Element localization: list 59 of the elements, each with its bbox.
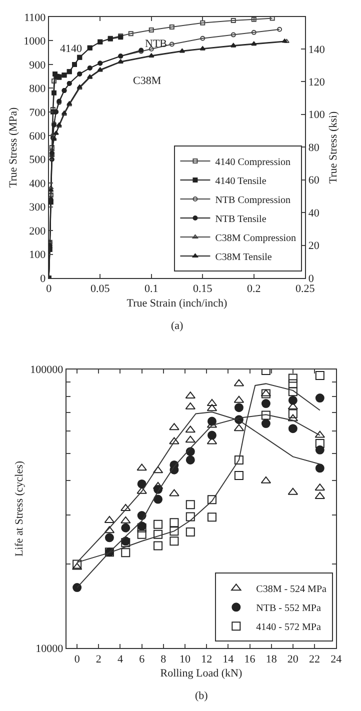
y-tick-label: 1000 — [24, 36, 46, 48]
y-axis-title: Life at Stress (cycles) — [14, 460, 26, 557]
y-tick-label: 1100 — [24, 12, 46, 24]
y2-tick-label: 40 — [308, 207, 320, 220]
y-tick-label: 500 — [29, 154, 46, 166]
legend-label: NTB Compression — [215, 194, 290, 206]
x-tick-label: 8 — [160, 653, 167, 666]
x-tick-label: 0.2 — [247, 283, 261, 296]
x-tick-label: 0.05 — [90, 283, 110, 296]
annotation: 4140 — [60, 43, 82, 55]
x-tick-label: 20 — [287, 653, 299, 666]
x-tick-label: 10 — [179, 653, 191, 666]
legend-label: C38M Tensile — [215, 252, 272, 263]
x-tick-label: 4 — [117, 653, 124, 666]
x-tick-label: 0.25 — [296, 283, 316, 296]
text: (b) — [195, 690, 208, 702]
y-tick-label: 10000 — [36, 643, 64, 656]
y-tick-label: 300 — [29, 202, 46, 214]
y-tick-label: 700 — [29, 106, 46, 119]
x-tick-label: 18 — [266, 653, 278, 666]
x-tick-label: 12 — [201, 653, 212, 666]
y2-tick-label: 20 — [308, 240, 320, 252]
x-tick-label: 0.15 — [193, 283, 213, 296]
legend-label: C38M Compression — [215, 232, 296, 244]
y2-axis-title: True Stress (ksi) — [328, 111, 340, 184]
annotation: C38M — [133, 75, 162, 87]
y-tick-label: 400 — [29, 178, 46, 190]
legend-label: C38M - 524 MPa — [256, 584, 328, 596]
legend-label: 4140 Tensile — [215, 176, 267, 187]
x-tick-label: 16 — [244, 653, 256, 666]
x-tick-label: 14 — [222, 653, 234, 666]
legend-label: 4140 Compression — [215, 156, 290, 168]
x-tick-label: 6 — [139, 653, 146, 666]
legend-label: 4140 - 572 MPa — [256, 622, 322, 634]
x-axis-title: Rolling Load (kN) — [160, 668, 242, 680]
x-tick-label: 2 — [96, 653, 102, 666]
y-axis-title: True Stress (MPa) — [7, 107, 20, 188]
y2-tick-label: 80 — [308, 142, 320, 154]
x-tick-label: 22 — [309, 653, 320, 666]
y-tick-label: 600 — [29, 130, 46, 142]
y-tick-label: 0 — [40, 272, 46, 285]
y2-tick-label: 0 — [308, 272, 314, 285]
y-tick-label: 900 — [29, 59, 46, 72]
y2-tick-label: 100 — [308, 109, 326, 122]
y-tick-label: 100000 — [30, 364, 64, 376]
x-axis-title: True Strain (inch/inch) — [126, 297, 228, 310]
y-tick-label: 100 — [29, 249, 46, 262]
text: (a) — [171, 320, 184, 332]
x-tick-label: 24 — [330, 653, 342, 666]
x-tick-label: 0.1 — [144, 283, 158, 296]
legend-label: NTB Tensile — [215, 214, 267, 225]
y-tick-label: 800 — [29, 83, 46, 96]
y2-tick-label: 140 — [308, 44, 326, 56]
x-tick-label: 0 — [74, 653, 80, 666]
y2-tick-label: 120 — [308, 76, 326, 88]
annotation: NTB — [145, 38, 167, 50]
y2-tick-label: 60 — [308, 174, 320, 187]
legend-label: NTB - 552 MPa — [256, 603, 322, 614]
y-tick-label: 200 — [29, 225, 46, 238]
